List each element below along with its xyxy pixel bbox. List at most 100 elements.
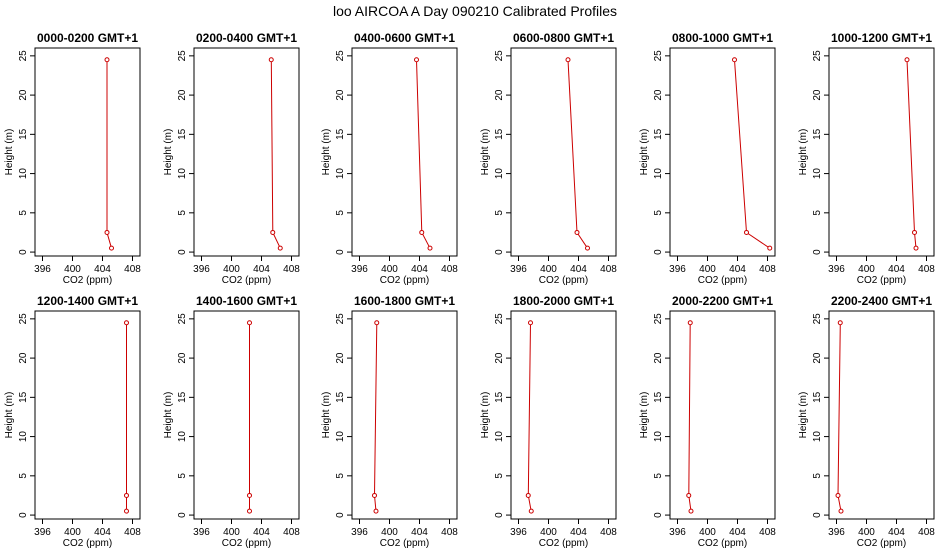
x-tick-label: 404 <box>888 527 905 538</box>
panel-title: 0600-0800 GMT+1 <box>513 31 614 45</box>
y-tick-label: 0 <box>494 249 505 255</box>
y-axis-label: Height (m) <box>639 392 650 439</box>
y-tick-label: 0 <box>177 249 188 255</box>
plot-frame <box>828 47 935 257</box>
profile-point <box>109 245 114 251</box>
x-tick-label: 396 <box>193 527 210 538</box>
panel-title: 0400-0600 GMT+1 <box>354 31 455 45</box>
profile-point <box>247 508 252 514</box>
y-tick-label: 10 <box>812 168 823 180</box>
y-tick-label: 10 <box>653 431 664 443</box>
y-tick-label: 15 <box>177 128 188 140</box>
profile-point <box>565 57 571 63</box>
y-axis-label: Height (m) <box>639 129 650 176</box>
x-tick-label: 400 <box>858 264 875 275</box>
profile-point <box>574 229 580 235</box>
y-axis-label: Height (m) <box>480 392 491 439</box>
profile-point <box>912 229 917 235</box>
x-tick-label: 396 <box>828 527 845 538</box>
profile-point <box>528 320 533 326</box>
plot-frame <box>669 47 776 257</box>
x-tick-label: 400 <box>381 527 398 538</box>
y-tick-label: 15 <box>335 128 346 140</box>
plot-frame <box>510 310 617 520</box>
y-tick-label: 0 <box>653 512 664 518</box>
y-axis-label: Height (m) <box>4 129 15 176</box>
profile-panel: 0000-0200 GMT+1 396 400 404 408 0 5 10 15 20 25 CO2… <box>4 31 141 286</box>
profile-line <box>688 322 692 512</box>
x-axis-label: CO2 (ppm) <box>698 275 747 286</box>
profile-line <box>373 322 378 512</box>
y-tick-label: 25 <box>177 313 188 325</box>
x-tick-label: 408 <box>759 527 776 538</box>
plot-frame <box>351 47 458 257</box>
profile-panel: 1000-1200 GMT+1 396 400 404 408 0 5 10 15 20 25 CO2… <box>798 31 935 286</box>
plot-frame <box>669 310 776 520</box>
y-tick-label: 10 <box>177 168 188 180</box>
y-tick-label: 15 <box>812 391 823 403</box>
y-tick-label: 10 <box>18 431 29 443</box>
x-tick-label: 408 <box>283 527 300 538</box>
y-tick-label: 20 <box>653 352 664 364</box>
x-tick-label: 396 <box>34 264 51 275</box>
y-tick-label: 20 <box>18 89 29 101</box>
y-axis-label: Height (m) <box>321 129 332 176</box>
x-axis-label: CO2 (ppm) <box>857 275 906 286</box>
profile-line <box>567 59 588 249</box>
panel-title: 1200-1400 GMT+1 <box>37 294 138 308</box>
x-tick-label: 404 <box>729 264 746 275</box>
profile-point <box>124 492 129 498</box>
y-tick-label: 5 <box>18 473 29 479</box>
y-tick-label: 0 <box>335 512 346 518</box>
y-tick-label: 10 <box>18 168 29 180</box>
y-tick-label: 20 <box>812 89 823 101</box>
y-tick-label: 25 <box>177 50 188 62</box>
profile-line <box>270 59 281 249</box>
y-tick-label: 20 <box>177 352 188 364</box>
y-tick-label: 15 <box>494 128 505 140</box>
profile-panel: 0400-0600 GMT+1 396 400 404 408 0 5 10 15 20 25 CO2… <box>321 31 458 286</box>
profile-point <box>247 320 252 326</box>
profile-point <box>688 508 694 514</box>
profile-point <box>732 57 737 63</box>
y-tick-label: 5 <box>812 210 823 216</box>
x-tick-label: 404 <box>411 264 428 275</box>
y-tick-label: 10 <box>494 168 505 180</box>
x-tick-label: 400 <box>540 527 557 538</box>
x-tick-label: 404 <box>253 527 270 538</box>
profile-point <box>744 229 749 235</box>
y-tick-label: 10 <box>494 431 505 443</box>
x-tick-label: 408 <box>600 264 617 275</box>
y-tick-label: 0 <box>812 512 823 518</box>
profile-point <box>104 229 110 235</box>
profile-point <box>528 508 534 514</box>
profile-point <box>270 229 276 235</box>
x-axis-label: CO2 (ppm) <box>857 538 906 549</box>
x-tick-label: 400 <box>858 527 875 538</box>
y-tick-label: 10 <box>335 168 346 180</box>
x-axis-label: CO2 (ppm) <box>539 275 588 286</box>
x-tick-label: 404 <box>729 527 746 538</box>
profile-point <box>686 492 692 498</box>
x-tick-label: 408 <box>759 264 776 275</box>
y-tick-label: 25 <box>494 313 505 325</box>
y-tick-label: 20 <box>18 352 29 364</box>
profile-panel: 0600-0800 GMT+1 396 400 404 408 0 5 10 15 20 25 CO2… <box>480 31 617 286</box>
plot-frame <box>34 310 141 520</box>
profile-panel: 1600-1800 GMT+1 396 400 404 408 0 5 10 15 20 25 CO2… <box>321 294 458 549</box>
x-tick-label: 396 <box>669 527 686 538</box>
y-tick-label: 0 <box>335 249 346 255</box>
y-tick-label: 15 <box>494 391 505 403</box>
profile-point <box>913 245 919 251</box>
x-tick-label: 400 <box>64 264 81 275</box>
profile-point <box>277 245 283 251</box>
y-axis-label: Height (m) <box>163 129 174 176</box>
y-tick-label: 25 <box>494 50 505 62</box>
y-tick-label: 0 <box>18 512 29 518</box>
profile-point <box>904 57 910 63</box>
y-axis-label: Height (m) <box>4 392 15 439</box>
profile-panel: 0800-1000 GMT+1 396 400 404 408 0 5 10 15 20 25 CO2… <box>639 31 776 286</box>
x-tick-label: 408 <box>918 527 935 538</box>
y-tick-label: 15 <box>177 391 188 403</box>
